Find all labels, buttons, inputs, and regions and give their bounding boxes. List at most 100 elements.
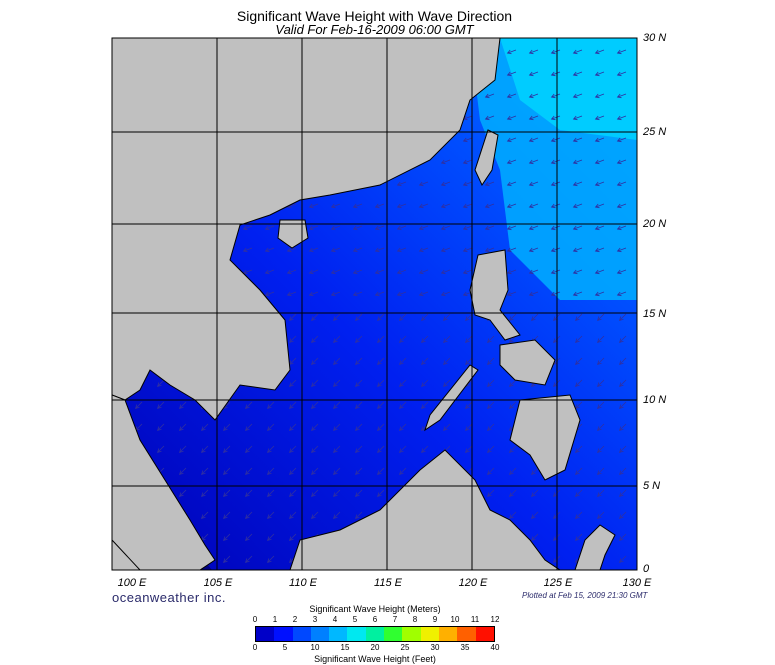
wave-arrow — [440, 225, 451, 231]
wave-arrow — [157, 401, 165, 409]
lat-label-0: 0 — [643, 563, 650, 575]
wave-arrow — [311, 357, 319, 365]
colorbar-feet-title: Significant Wave Height (Feet) — [314, 654, 436, 664]
colorbar-swatch — [402, 627, 421, 641]
wave-arrow — [594, 181, 605, 187]
wave-arrow — [572, 269, 583, 275]
wave-arrow — [355, 379, 363, 387]
wave-arrow — [330, 225, 341, 231]
wave-arrow — [619, 401, 627, 409]
wave-arrow — [333, 511, 341, 519]
wave-arrow — [396, 225, 407, 231]
wave-arrow — [421, 401, 429, 409]
wave-arrow — [506, 137, 517, 143]
wave-arrow — [245, 401, 253, 409]
wave-arrow — [377, 467, 385, 475]
wave-arrow — [333, 401, 341, 409]
wave-arrow — [506, 93, 517, 99]
wave-arrow — [289, 511, 297, 519]
wave-arrow — [399, 401, 407, 409]
wave-arrow — [289, 445, 297, 453]
wave-arrow — [484, 93, 495, 99]
wave-arrow — [597, 423, 605, 431]
wave-arrow — [157, 445, 165, 453]
wave-arrow — [399, 335, 407, 343]
wave-arrow — [487, 467, 495, 475]
wave-arrow — [421, 335, 429, 343]
wave-arrow — [616, 247, 627, 253]
wave-arrow — [550, 203, 561, 209]
wave-arrow — [506, 203, 517, 209]
wave-arrow — [462, 247, 473, 253]
wave-arrow — [616, 291, 627, 297]
wave-arrow — [374, 269, 385, 275]
wave-arrow — [575, 445, 583, 453]
wave-arrow — [289, 313, 297, 321]
wave-arrow — [572, 137, 583, 143]
wave-arrow — [286, 269, 297, 275]
wave-arrow — [267, 445, 275, 453]
wave-arrow — [619, 467, 627, 475]
wave-arrow — [396, 203, 407, 209]
wave-arrow — [421, 357, 429, 365]
wave-arrow — [311, 313, 319, 321]
wave-arrow — [377, 379, 385, 387]
wave-arrow — [179, 489, 187, 497]
wave-arrow — [594, 203, 605, 209]
wave-arrow — [528, 115, 539, 121]
wave-arrow — [616, 269, 627, 275]
lat-label-30n: 30 N — [643, 32, 667, 44]
wave-arrow — [399, 445, 407, 453]
wave-arrow — [374, 291, 385, 297]
wave-arrow — [264, 225, 275, 231]
wave-arrow — [506, 181, 517, 187]
land-sumatra — [112, 539, 141, 570]
wave-arrow — [506, 291, 517, 297]
wave-arrow — [487, 379, 495, 387]
wave-arrow — [616, 225, 627, 231]
wave-arrow — [443, 357, 451, 365]
lon-label-110e: 110 E — [289, 577, 317, 589]
wave-arrow — [550, 247, 561, 253]
wave-arrow — [223, 445, 231, 453]
wave-arrow — [377, 489, 385, 497]
wave-arrow — [550, 71, 561, 77]
wave-arrow — [597, 335, 605, 343]
wave-arrow — [289, 335, 297, 343]
colorbar-feet-tick: 40 — [490, 643, 500, 652]
wave-arrow — [594, 291, 605, 297]
wave-arrow — [531, 467, 539, 475]
wave-arrow — [440, 159, 451, 165]
wave-arrow — [311, 401, 319, 409]
wave-arrow — [528, 225, 539, 231]
colorbar-meters-tick: 5 — [352, 615, 358, 624]
wave-arrow — [575, 467, 583, 475]
wave-arrow — [575, 379, 583, 387]
lat-label-10n: 10 N — [643, 394, 667, 406]
wave-arrow — [572, 203, 583, 209]
wave-arrow — [179, 423, 187, 431]
wave-arrow — [330, 269, 341, 275]
wave-arrow — [399, 423, 407, 431]
colorbar-meters-tick: 6 — [372, 615, 378, 624]
wave-arrow — [462, 269, 473, 275]
lon-label-125e: 125 E — [543, 577, 573, 589]
wave-arrow — [245, 489, 253, 497]
wave-arrow — [223, 423, 231, 431]
wave-arrow — [509, 467, 517, 475]
lat-label-20n: 20 N — [643, 218, 667, 230]
colorbar-swatch — [420, 627, 439, 641]
wave-arrow — [616, 115, 627, 121]
wave-arrow — [289, 467, 297, 475]
wave-arrow — [374, 247, 385, 253]
wave-arrow — [487, 357, 495, 365]
colorbar-meters-tick: 4 — [332, 615, 338, 624]
wave-arrow — [440, 269, 451, 275]
wave-arrow — [355, 445, 363, 453]
colorbar-meters-tick: 12 — [490, 615, 500, 624]
colorbar-feet-tick: 35 — [460, 643, 470, 652]
wave-arrow — [179, 445, 187, 453]
wave-arrow — [374, 225, 385, 231]
colorbar-meters-tick: 0 — [252, 615, 258, 624]
wave-arrow — [179, 467, 187, 475]
